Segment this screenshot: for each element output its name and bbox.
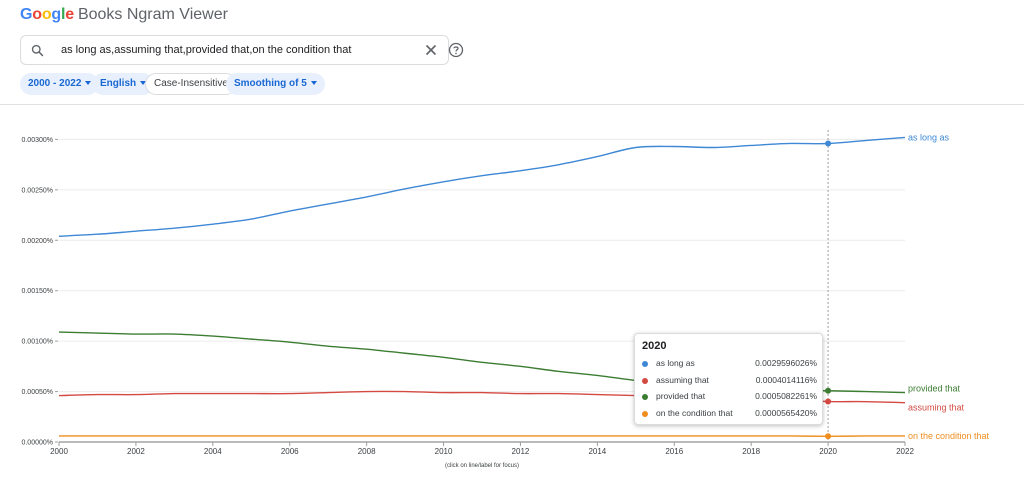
series-line-as-long-as[interactable] — [58, 136, 906, 237]
x-tick-label: 2020 — [819, 447, 837, 456]
x-tick-label: 2006 — [281, 447, 299, 456]
tooltip-series-value: 0.0029596026% — [755, 358, 817, 368]
tooltip-row: on the condition that 0.0000565420% — [642, 408, 817, 420]
x-tick-label: 2008 — [358, 447, 376, 456]
y-tick-label: 0.00250% — [21, 187, 53, 194]
year-range-dropdown[interactable]: 2000 - 2022 — [20, 73, 100, 95]
series-dot-icon — [642, 410, 648, 417]
tooltip-series-name: on the condition that — [656, 407, 733, 418]
tooltip-year: 2020 — [642, 340, 667, 352]
chevron-down-icon — [85, 81, 92, 86]
focus-point-as-long-as — [825, 140, 832, 147]
chart-caption: (click on line/label for focus) — [444, 463, 520, 469]
series-label-provided-that[interactable]: provided that — [908, 384, 961, 394]
axes: 0.00000% 0.00050% 0.00100% 0.00150% 0.00200%… — [21, 137, 914, 456]
series-label-assuming-that[interactable]: assuming that — [908, 403, 965, 413]
x-tick-label: 2012 — [512, 447, 530, 456]
x-tick-label: 2000 — [50, 447, 68, 456]
tooltip-series-value: 0.0000565420% — [755, 407, 817, 418]
series-dot-icon — [642, 377, 648, 384]
search-box[interactable]: as long as,assuming that,provided that,o… — [20, 35, 464, 65]
app-logo: Google Books Ngram Viewer — [20, 6, 228, 24]
x-tick-label: 2004 — [204, 447, 222, 456]
tooltip-series-name: assuming that — [656, 374, 709, 385]
series-dot-icon — [642, 361, 648, 367]
corpus-dropdown[interactable]: English — [92, 73, 155, 95]
y-tick-label: 0.00100% — [21, 339, 53, 346]
grid-lines — [59, 130, 905, 442]
close-icon[interactable] — [425, 44, 437, 56]
help-icon[interactable] — [448, 42, 464, 58]
y-tick-label: 0.00000% — [21, 440, 53, 447]
tooltip-row: as long as 0.0029596026% — [642, 358, 817, 370]
focus-point-on-the-condition-that — [825, 433, 832, 440]
y-tick-label: 0.00300% — [21, 137, 53, 144]
header-divider — [0, 104, 1024, 105]
case-label: Case-Insensitive — [154, 78, 228, 89]
series-label-on-the-condition-that[interactable]: on the condition that — [908, 431, 990, 441]
smoothing-label: Smoothing of 5 — [234, 78, 307, 89]
series-end-labels[interactable]: as long as assuming that provided that on t… — [908, 132, 990, 441]
google-wordmark: Google — [20, 6, 74, 23]
search-icon — [31, 44, 44, 57]
smoothing-dropdown[interactable]: Smoothing of 5 — [226, 73, 325, 95]
x-tick-label: 2016 — [665, 447, 683, 456]
y-tick-label: 0.00050% — [21, 389, 53, 396]
chevron-down-icon — [310, 81, 317, 86]
x-tick-label: 2002 — [127, 447, 145, 456]
x-tick-label: 2022 — [896, 447, 914, 456]
search-query[interactable]: as long as,assuming that,provided that,o… — [61, 44, 352, 56]
value-tooltip: 2020 as long as 0.0029596026% assuming tha… — [634, 333, 823, 425]
focus-point-provided-that — [825, 387, 832, 394]
tooltip-series-name: provided that — [656, 391, 706, 401]
tooltip-series-value: 0.0005082261% — [755, 391, 817, 401]
year-range-label: 2000 - 2022 — [28, 78, 82, 89]
x-tick-label: 2010 — [435, 447, 453, 456]
chevron-down-icon — [140, 81, 147, 86]
tooltip-row: provided that 0.0005082261% — [642, 391, 817, 403]
tooltip-series-value: 0.0004014116% — [755, 374, 817, 385]
focus-markers — [825, 140, 832, 440]
x-tick-label: 2018 — [742, 447, 760, 456]
x-tick-label: 2014 — [588, 447, 606, 456]
focus-point-assuming-that — [825, 398, 832, 405]
corpus-label: English — [100, 78, 137, 89]
tooltip-row: assuming that 0.0004014116% — [642, 375, 817, 387]
app-title: Books Ngram Viewer — [77, 6, 228, 23]
series-label-as-long-as[interactable]: as long as — [908, 132, 950, 142]
series-dot-icon — [642, 394, 648, 400]
y-tick-label: 0.00200% — [21, 238, 53, 245]
y-tick-label: 0.00150% — [21, 288, 53, 295]
tooltip-series-name: as long as — [656, 358, 695, 368]
